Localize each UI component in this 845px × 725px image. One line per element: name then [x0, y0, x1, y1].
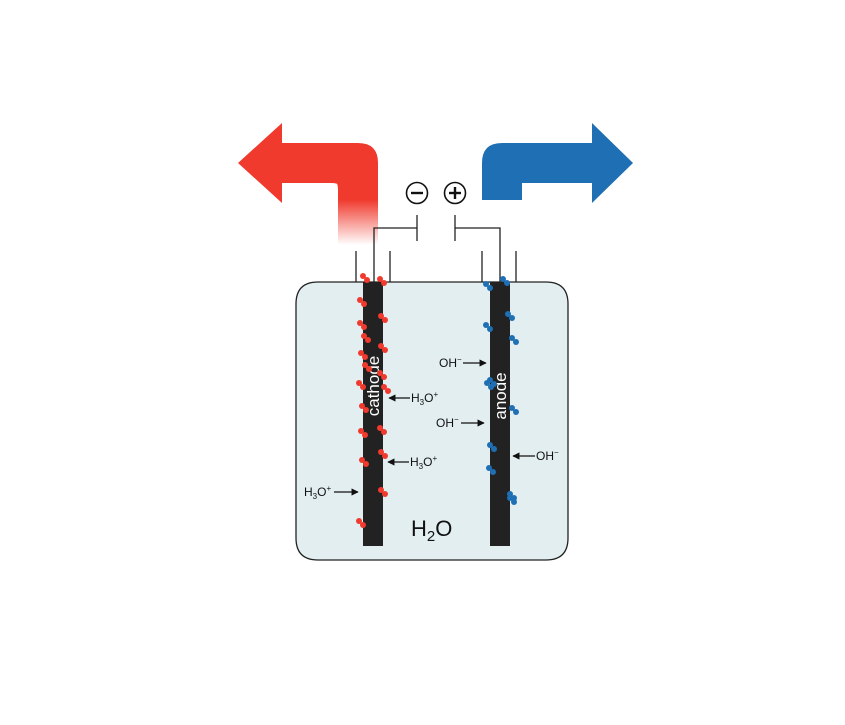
hydrogen-bubble [385, 388, 391, 394]
hydrogen-bubble [363, 407, 369, 413]
hydrogen-bubble [357, 320, 363, 326]
oxygen-bubble [486, 465, 492, 471]
hydrogen-bubble [381, 374, 387, 380]
hydrogen-bubble [356, 380, 362, 386]
hydrogen-outflow-arrow [238, 123, 378, 245]
oxygen-bubble [513, 339, 519, 345]
oxygen-bubble [505, 311, 511, 317]
hydrogen-bubble [377, 425, 383, 431]
hydrogen-bubble [361, 301, 367, 307]
hydrogen-bubble [381, 429, 387, 435]
hydrogen-bubble [362, 432, 368, 438]
hydrogen-bubble [362, 354, 368, 360]
oxygen-bubble [504, 280, 510, 286]
hydronium-label: H3O+ [411, 390, 438, 407]
hydrogen-bubble [361, 333, 367, 339]
oxygen-bubble [487, 285, 493, 291]
oxygen-bubble [491, 446, 497, 452]
hydrogen-bubble [377, 276, 383, 282]
positive-terminal [443, 181, 467, 205]
hydronium-label: H3O+ [304, 484, 331, 501]
oxygen-bubble [483, 281, 489, 287]
oxygen-bubble [507, 491, 513, 497]
hydroxide-ion-arrows [461, 359, 535, 460]
oxygen-outflow-arrow [482, 123, 633, 245]
hydroxide-label: OH− [439, 355, 462, 370]
gas-tubes [355, 251, 517, 282]
hydrogen-bubble [378, 449, 384, 455]
hydrogen-bubble [360, 384, 366, 390]
hydrogen-bubble [382, 453, 388, 459]
hydrogen-bubble [378, 487, 384, 493]
hydrogen-bubble [357, 297, 363, 303]
negative-terminal [405, 181, 429, 205]
oxygen-bubble [511, 495, 517, 501]
cathode-electrode [363, 282, 383, 546]
hydronium-ion-arrows [334, 394, 410, 496]
hydrogen-bubble [365, 337, 371, 343]
hydrogen-bubble [381, 384, 387, 390]
hydrogen-bubble [382, 317, 388, 323]
oxygen-bubble [488, 384, 494, 390]
oxygen-bubble [509, 335, 515, 341]
oxygen-bubble [509, 315, 515, 321]
oxygen-bubble [487, 326, 493, 332]
hydrogen-bubble [359, 457, 365, 463]
oxygen-bubble [487, 442, 493, 448]
hydrogen-bubble [378, 343, 384, 349]
hydrogen-bubbles [356, 273, 391, 528]
hydrogen-bubble [356, 518, 362, 524]
oxygen-bubble [484, 380, 490, 386]
oxygen-bubble [513, 409, 519, 415]
circuit-wires [373, 215, 501, 282]
hydrogen-bubble [381, 280, 387, 286]
hydrogen-bubble [366, 366, 372, 372]
water-vessel [295, 281, 569, 561]
hydrogen-bubble [363, 461, 369, 467]
hydronium-label: H3O+ [410, 454, 437, 471]
hydroxide-label: OH− [436, 415, 459, 430]
hydrogen-bubble [358, 350, 364, 356]
oxygen-bubble [509, 405, 515, 411]
hydroxide-label: OH− [536, 448, 559, 463]
oxygen-bubble [483, 322, 489, 328]
anode-electrode [490, 282, 510, 546]
hydrogen-bubble [358, 428, 364, 434]
oxygen-bubble [500, 276, 506, 282]
water-label: H2O [411, 516, 452, 545]
hydrogen-bubble [359, 403, 365, 409]
hydrogen-bubble [382, 491, 388, 497]
hydrogen-bubble [382, 347, 388, 353]
hydrogen-bubble [360, 273, 366, 279]
hydrogen-bubble [364, 277, 370, 283]
oxygen-bubbles [483, 276, 519, 505]
hydrogen-bubble [362, 362, 368, 368]
hydrogen-bubble [361, 324, 367, 330]
hydrogen-bubble [377, 370, 383, 376]
hydrogen-bubble [360, 522, 366, 528]
anode-label: anode [491, 372, 510, 419]
hydrogen-bubble [378, 313, 384, 319]
oxygen-bubble [490, 469, 496, 475]
